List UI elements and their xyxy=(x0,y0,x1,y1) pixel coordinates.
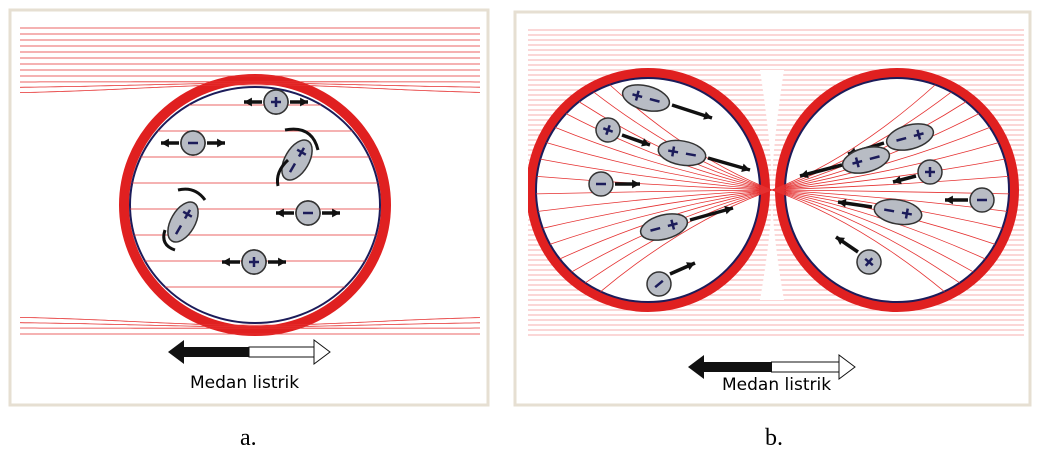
particle xyxy=(970,188,994,212)
field-arrow-light xyxy=(772,362,842,372)
sign xyxy=(906,209,908,219)
particle xyxy=(589,172,613,196)
field-arrow-dark xyxy=(702,362,772,372)
sign xyxy=(686,154,696,156)
particle xyxy=(918,160,942,184)
particle xyxy=(242,250,266,274)
panel-label: b. xyxy=(765,425,783,451)
sign xyxy=(884,210,894,212)
particle xyxy=(296,201,320,225)
field-label: Medan listrik xyxy=(190,373,299,393)
field-arrow-dark xyxy=(182,347,249,357)
field-label: Medan listrik xyxy=(722,375,831,395)
panel-label: a. xyxy=(240,425,257,451)
sign xyxy=(672,147,674,157)
figure: Medan listrik Medan listrik a. b. xyxy=(0,0,1038,457)
particle xyxy=(181,131,205,155)
droplet xyxy=(536,78,760,302)
droplet xyxy=(130,87,380,323)
particle xyxy=(264,90,288,114)
field-arrow-light xyxy=(249,347,316,357)
